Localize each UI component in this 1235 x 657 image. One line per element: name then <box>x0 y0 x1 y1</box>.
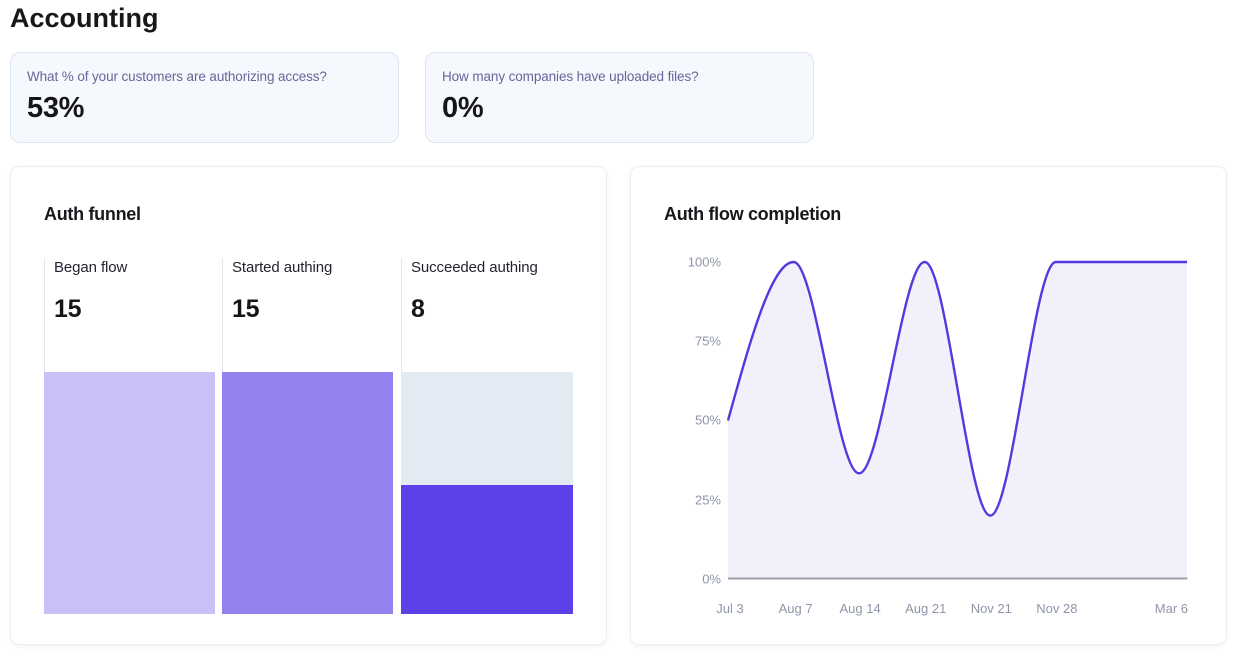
svg-text:Nov 21: Nov 21 <box>971 601 1012 616</box>
svg-text:25%: 25% <box>695 493 721 508</box>
svg-text:75%: 75% <box>695 334 721 349</box>
svg-text:Aug 7: Aug 7 <box>779 601 813 616</box>
svg-text:Nov 28: Nov 28 <box>1036 601 1077 616</box>
svg-text:Jul 3: Jul 3 <box>716 601 743 616</box>
svg-text:Mar 6: Mar 6 <box>1155 601 1188 616</box>
svg-text:100%: 100% <box>688 255 722 270</box>
svg-text:Aug 14: Aug 14 <box>839 601 880 616</box>
svg-text:50%: 50% <box>695 413 721 428</box>
svg-text:Aug 21: Aug 21 <box>905 601 946 616</box>
svg-text:0%: 0% <box>702 572 721 587</box>
